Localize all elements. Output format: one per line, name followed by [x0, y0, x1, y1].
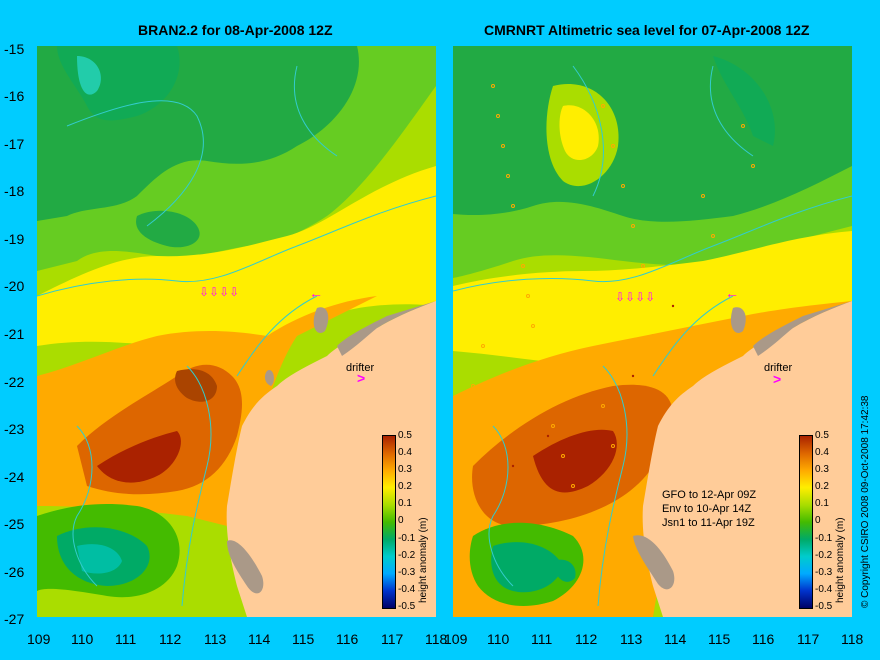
drifter-arrow-right: >	[773, 371, 781, 387]
legend-item: Jsn1 to 11-Apr 19Z	[662, 517, 755, 529]
lon-label: 116	[752, 631, 775, 647]
drifter-track-right: ⇩⇩⇩⇩	[615, 290, 655, 304]
right-map-panel: ⇩⇩⇩⇩ ← >	[453, 46, 852, 617]
colorbar-tick: -0.4	[398, 584, 416, 595]
satellite-legend: GFO to 12-Apr 09Z Env to 10-Apr 14Z Jsn1…	[662, 488, 756, 530]
colorbar-tick: -0.2	[815, 550, 833, 561]
lon-label: 111	[531, 631, 553, 647]
lat-label: -15	[4, 41, 25, 57]
right-map-field: ⇩⇩⇩⇩ ← >	[453, 46, 852, 617]
lat-label: -27	[4, 611, 25, 627]
drifter-label-left: drifter	[346, 362, 375, 374]
colorbar-tick: -0.4	[815, 584, 833, 595]
lat-label: -18	[4, 183, 25, 199]
left-colorbar-unit: height anomaly (m)	[418, 517, 429, 603]
legend-item: GFO to 12-Apr 09Z	[662, 489, 757, 501]
colorbar-tick: 0.1	[398, 498, 412, 509]
colorbar-tick: -0.5	[398, 601, 416, 612]
legend-item: Env to 10-Apr 14Z	[662, 503, 752, 515]
lon-label: 113	[204, 631, 227, 647]
lon-label: 111	[115, 631, 137, 647]
colorbar-tick: 0.2	[398, 481, 412, 492]
drifter-arrow-left: >	[357, 370, 365, 386]
drifter-label-right: drifter	[764, 362, 793, 374]
lat-label: -20	[4, 278, 25, 294]
lon-label: 109	[444, 631, 468, 647]
lon-label: 110	[71, 631, 94, 647]
colorbar-tick: -0.3	[398, 567, 416, 578]
right-colorbar	[799, 435, 813, 609]
lat-label: -19	[4, 231, 25, 247]
drifter-marker-left: ←	[309, 285, 323, 301]
colorbar-tick: 0.3	[398, 464, 412, 475]
lon-label: 110	[487, 631, 510, 647]
lon-label: 114	[248, 631, 271, 647]
lat-label: -24	[4, 469, 25, 485]
lat-label: -16	[4, 88, 25, 104]
colorbar-tick: 0	[398, 515, 404, 526]
left-map-panel: ⇩⇩⇩⇩ ← >	[37, 46, 436, 617]
drifter-marker-right: ←	[725, 285, 739, 301]
colorbar-tick: -0.3	[815, 567, 833, 578]
lat-label: -23	[4, 421, 25, 437]
colorbar-tick: -0.1	[815, 533, 833, 544]
drifter-track-left: ⇩⇩⇩⇩	[199, 285, 239, 299]
colorbar-tick: 0.5	[815, 430, 829, 441]
lon-label: 112	[159, 631, 182, 647]
left-map-title: BRAN2.2 for 08-Apr-2008 12Z	[138, 22, 333, 38]
colorbar-tick: 0.4	[815, 447, 829, 458]
lon-label: 117	[381, 631, 404, 647]
colorbar-tick: 0.5	[398, 430, 412, 441]
lat-label: -21	[4, 326, 25, 342]
lon-label: 116	[336, 631, 359, 647]
lon-label: 118	[425, 631, 448, 647]
lat-label: -25	[4, 516, 25, 532]
lat-label: -26	[4, 564, 25, 580]
colorbar-tick: 0.4	[398, 447, 412, 458]
colorbar-tick: 0.2	[815, 481, 829, 492]
left-map-field: ⇩⇩⇩⇩ ← >	[37, 46, 436, 617]
left-colorbar	[382, 435, 396, 609]
colorbar-tick: -0.1	[398, 533, 416, 544]
lat-label: -17	[4, 136, 25, 152]
colorbar-tick: -0.5	[815, 601, 833, 612]
right-colorbar-unit: height anomaly (m)	[835, 517, 846, 603]
colorbar-tick: 0.1	[815, 498, 829, 509]
lon-label: 115	[292, 631, 315, 647]
lon-label: 109	[27, 631, 51, 647]
lat-label: -22	[4, 374, 25, 390]
lon-label: 118	[841, 631, 864, 647]
colorbar-tick: 0	[815, 515, 821, 526]
colorbar-tick: -0.2	[398, 550, 416, 561]
colorbar-tick: 0.3	[815, 464, 829, 475]
lon-label: 112	[575, 631, 598, 647]
lon-label: 117	[797, 631, 820, 647]
lon-label: 113	[620, 631, 643, 647]
right-map-title: CMRNRT Altimetric sea level for 07-Apr-2…	[484, 22, 810, 38]
copyright-text: © Copyright CSIRO 2008 09-Oct-2008 17:42…	[860, 395, 871, 609]
lon-label: 115	[708, 631, 731, 647]
lon-label: 114	[664, 631, 687, 647]
